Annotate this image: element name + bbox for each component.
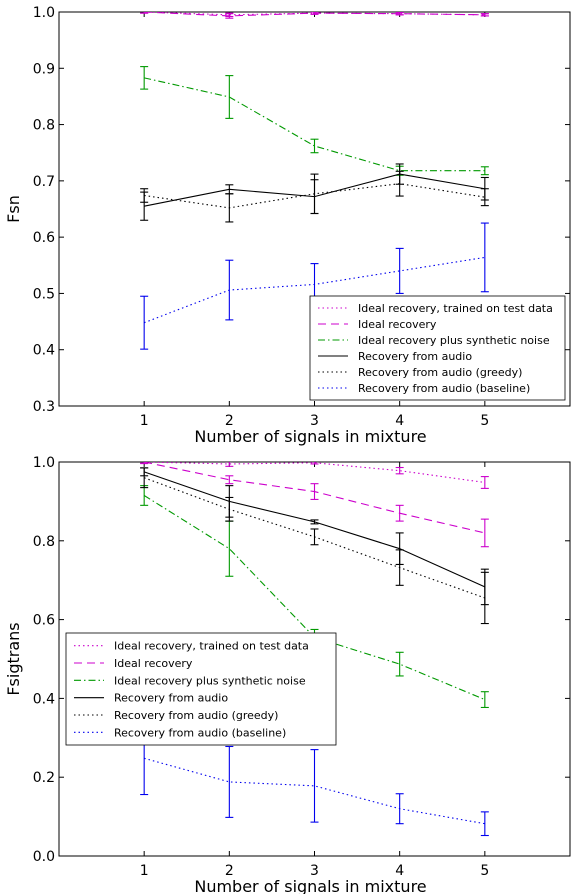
chart1-xtick-label: 5 — [480, 863, 489, 879]
chart0-legend-label: Ideal recovery, trained on test data — [358, 302, 553, 315]
chart1-legend-label: Recovery from audio — [114, 692, 228, 705]
chart1-ytick-label: 0.2 — [33, 770, 55, 786]
chart0-xtick-label: 2 — [225, 413, 234, 429]
chart0-xtick-label: 5 — [480, 413, 489, 429]
chart0-xtick-label: 3 — [310, 413, 319, 429]
chart1-y-axis-label: Fsigtrans — [4, 622, 23, 695]
chart-fsn: 0.3 0.4 0.5 0.6 0.7 0.8 0.9 1.0 1 2 3 4 5 Number of s… — [4, 5, 571, 446]
chart1-xtick-label: 3 — [310, 863, 319, 879]
chart0-legend-label: Ideal recovery — [358, 318, 437, 331]
chart1-xtick-label: 2 — [225, 863, 234, 879]
chart1-legend-label: Ideal recovery, trained on test data — [114, 640, 309, 653]
chart0-ytick-label: 0.9 — [33, 61, 55, 77]
chart0-legend-label: Ideal recovery plus synthetic noise — [358, 334, 550, 347]
chart0-ytick-label: 0.6 — [33, 230, 55, 246]
chart0-ytick-label: 0.3 — [33, 399, 55, 415]
chart1-ytick-label: 0.0 — [33, 849, 55, 865]
chart-fsigtrans: 0.0 0.2 0.4 0.6 0.8 1.0 1 2 3 4 5 Number of signals… — [4, 455, 571, 894]
chart0-xtick-label: 1 — [140, 413, 149, 429]
chart0-legend-box — [309, 295, 566, 401]
chart1-ytick-label: 1.0 — [33, 455, 55, 471]
chart1-xtick-label: 4 — [395, 863, 404, 879]
chart1-legend-label: Recovery from audio (greedy) — [114, 709, 278, 722]
chart1-legend-label: Ideal recovery — [114, 657, 193, 670]
chart0-ytick-label: 1.0 — [33, 5, 55, 21]
chart0-series-ideal-recovery-trained-on-test-data-line — [144, 12, 485, 16]
chart0-x-axis-label: Number of signals in mixture — [194, 427, 426, 446]
chart0-legend-label: Recovery from audio — [358, 350, 472, 363]
chart1-series-recovery-from-audio-baseline-line — [144, 757, 485, 825]
chart1-legend-box — [65, 632, 337, 746]
chart0-xtick-label: 4 — [395, 413, 404, 429]
chart0-y-axis-label: Fsn — [4, 195, 23, 223]
chart0-ytick-label: 0.8 — [33, 118, 55, 134]
chart0-ytick-label: 0.5 — [33, 286, 55, 302]
chart1-ytick-label: 0.8 — [33, 534, 55, 550]
chart0-legend-label: Recovery from audio (greedy) — [358, 366, 522, 379]
chart1-ytick-label: 0.4 — [33, 691, 55, 707]
chart0-ytick-label: 0.4 — [33, 343, 55, 359]
chart1-series-ideal-recovery-trained-on-test-data-line — [144, 462, 485, 484]
chart0-ytick-label: 0.7 — [33, 174, 55, 190]
chart1-legend-label: Recovery from audio (baseline) — [114, 726, 286, 739]
chart0-series-ideal-recovery-plus-synthetic-noise-line — [144, 77, 485, 172]
chart1-ytick-label: 0.6 — [33, 613, 55, 629]
chart0-legend-label: Recovery from audio (baseline) — [358, 382, 530, 395]
chart1-xtick-label: 1 — [140, 863, 149, 879]
chart1-x-axis-label: Number of signals in mixture — [194, 877, 426, 894]
chart1-legend-label: Ideal recovery plus synthetic noise — [114, 674, 306, 687]
